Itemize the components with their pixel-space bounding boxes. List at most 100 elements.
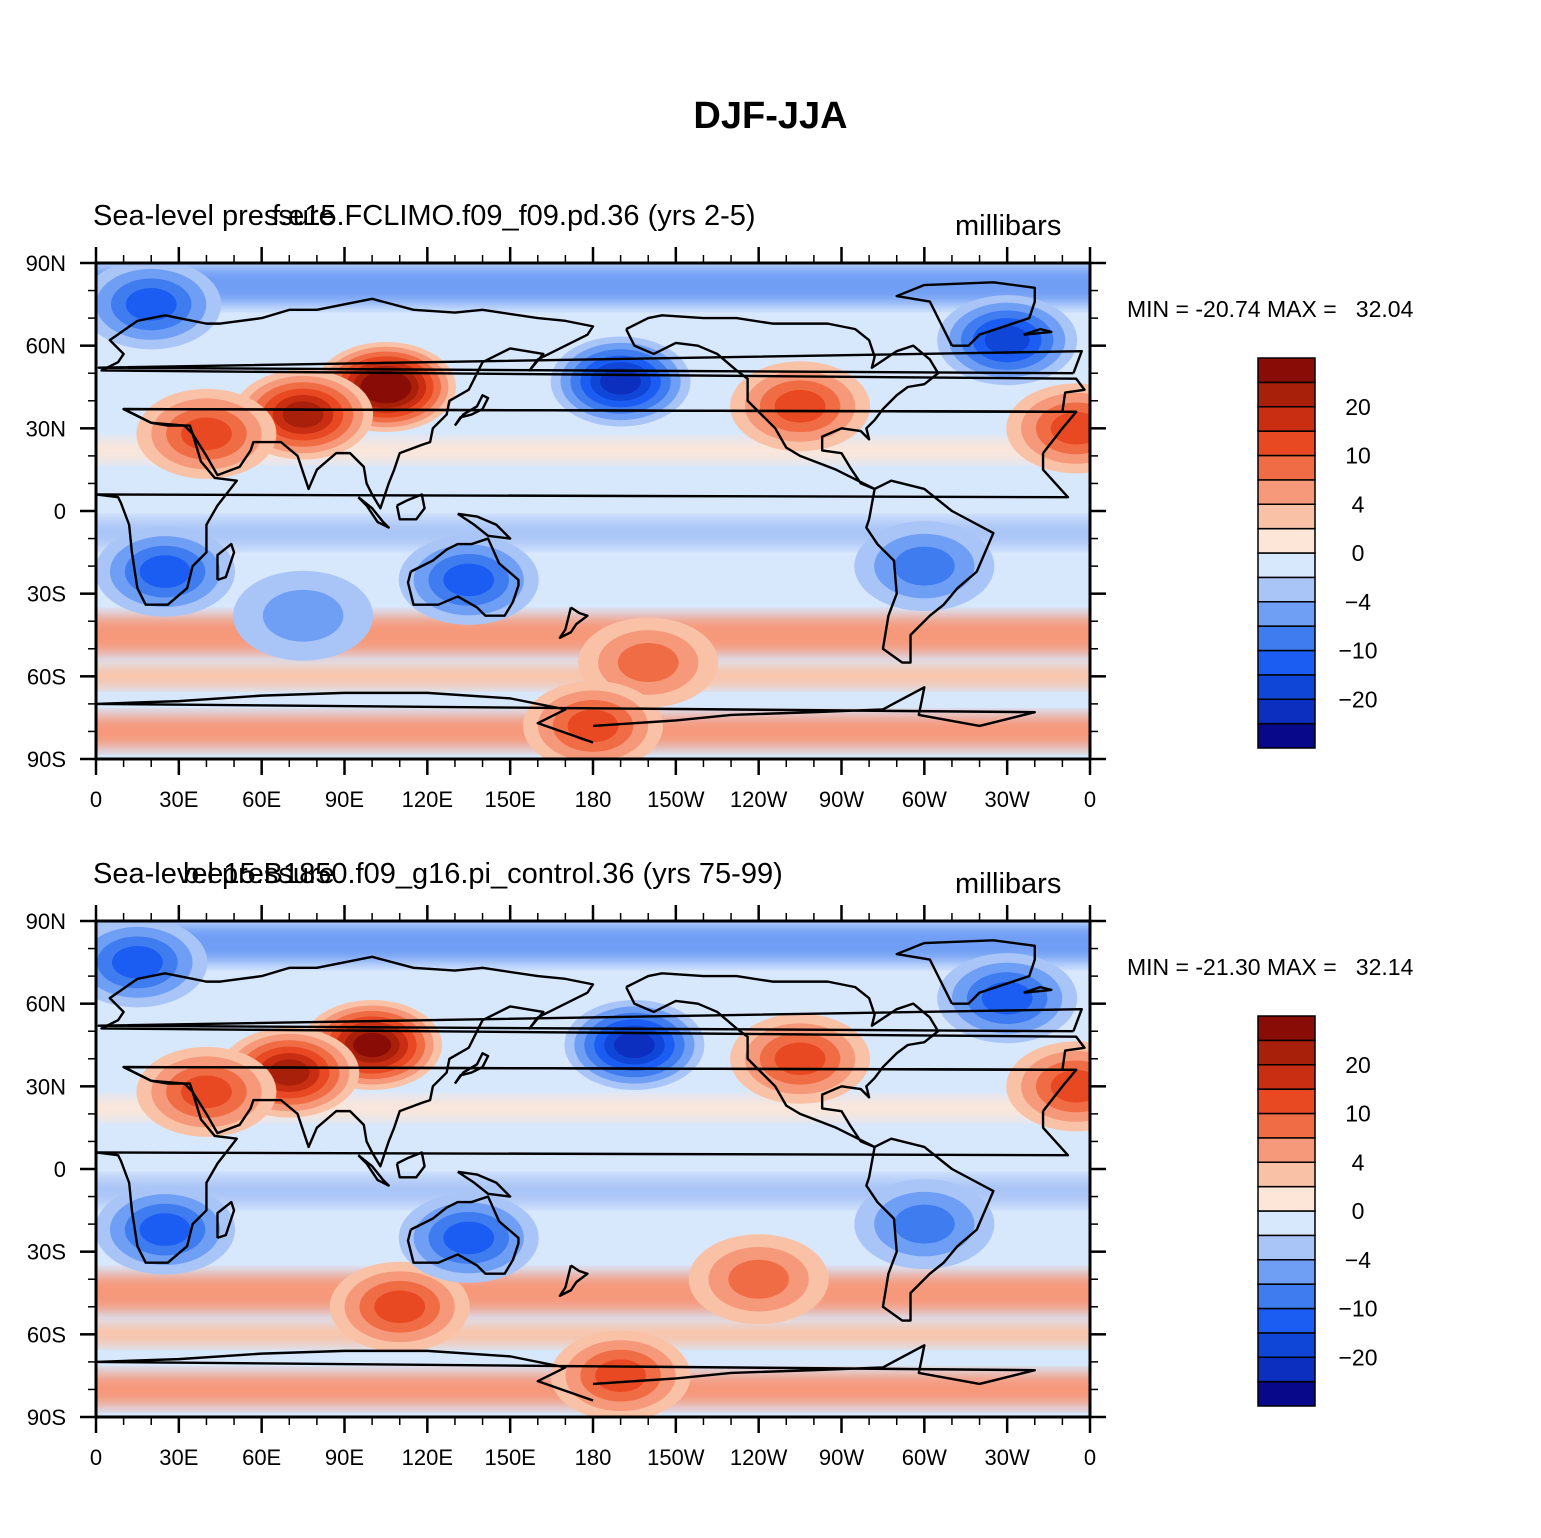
colorbar-label: 10 [1345,1101,1371,1127]
subtitle-center: b.e15.B1850.f09_g16.pi_control.36 (yrs 7… [183,858,783,890]
contour-fill [774,389,826,423]
colorbar-label: −20 [1338,1344,1377,1370]
map-top: 90N 60N 30N 0 30S 60S 90S 0 30E 60E 90E 120E 150E 180… [26,247,1378,812]
x-tick-label: 150E [484,1445,535,1470]
colorbar-swatch [1257,1380,1316,1407]
colorbar-label: −4 [1345,589,1371,615]
contour-fill [443,563,495,597]
y-tick-label: 0 [54,499,66,524]
contour-fill [984,325,1030,355]
contour-fill [181,1075,232,1109]
coastline [625,314,940,491]
colorbar-swatch [1257,1137,1316,1163]
x-tick-label: 0 [90,787,102,812]
field-belt [96,1097,1090,1120]
colorbar-swatch [1257,698,1316,725]
x-tick-label: 0 [90,1445,102,1470]
x-tick-label: 30W [985,787,1030,812]
contour-fill [139,555,191,588]
x-tick-label: 180 [575,1445,612,1470]
coastlines [96,281,1086,744]
pressure-center [550,336,691,427]
pressure-center [96,526,236,617]
pressure-center [233,369,374,460]
min-max-label: MIN = -20.74 MAX = 32.04 [1127,296,1414,322]
x-tick-label: 90E [325,1445,364,1470]
x-tick-label: 90W [819,1445,864,1470]
contour-fill [282,401,324,428]
units-label: millibars [955,868,1062,900]
pressure-center [329,1261,470,1352]
x-tick-label: 90W [819,787,864,812]
x-tick-label: 60E [242,1445,281,1470]
coastline [895,939,1036,1005]
colorbar-label: 20 [1345,1052,1371,1078]
x-tick-label: 150W [647,1445,705,1470]
colorbar-swatch [1257,1259,1316,1285]
coastline [453,1052,490,1085]
coastline [558,1264,589,1297]
coastline [216,1200,236,1240]
y-tick-label: 90S [27,1405,66,1430]
pressure-center [398,1192,539,1283]
pressure-center [219,1027,360,1118]
colorbar-swatch [1257,527,1316,554]
field-belt [96,265,1090,305]
colorbar-swatch [1257,1088,1316,1115]
coastlines [96,939,1086,1402]
colorbar-swatch [1257,454,1316,481]
colorbar-label: 0 [1352,540,1365,566]
pressure-center [398,534,539,625]
contour-fill [367,375,404,399]
colorbar-label: 4 [1352,491,1365,517]
contour-fill [774,1042,826,1076]
contour-fill [268,1059,310,1086]
field-belt [96,1273,1090,1313]
coastline [96,1065,1078,1264]
colorbar-swatch [1257,1185,1316,1212]
y-tick-label: 30S [27,1240,66,1265]
pressure-center [233,570,374,661]
y-tick-label: 90N [26,251,66,276]
x-tick-label: 30E [159,787,198,812]
coastline [100,955,1086,1168]
coastline [895,281,1036,347]
colorbar-swatch [1257,1039,1316,1066]
colorbar-swatch [1257,1307,1316,1334]
x-tick-label: 60E [242,787,281,812]
y-tick-label: 60N [26,992,66,1017]
colorbar-swatch [1257,1064,1316,1090]
contour-fill [374,1290,426,1324]
contour-fill [600,368,642,395]
y-tick-label: 60S [27,1322,66,1347]
x-tick-label: 180 [575,787,612,812]
pressure-center [136,1046,277,1137]
x-tick-label: 150W [647,787,705,812]
x-tick-label: 120E [402,1445,453,1470]
pressure-center [1006,1041,1090,1132]
x-tick-label: 90E [325,787,364,812]
y-tick-label: 90S [27,747,66,772]
pressure-center [937,953,1078,1044]
contour-fill [112,946,163,979]
x-tick-label: 120W [730,1445,788,1470]
panel-top: Sea-level pressure f.e15.FCLIMO.f09_f09.… [0,200,1541,860]
pressure-center [854,521,995,612]
coastline [96,686,1036,744]
contour-fill [443,1221,495,1255]
contour-fill [262,589,344,642]
contour-fill [728,1259,790,1299]
x-tick-label: 0 [1084,787,1096,812]
y-tick-label: 30N [26,1074,66,1099]
pressure-center [854,1179,995,1270]
pressure-center [564,1000,705,1090]
pressure-center [136,388,277,479]
contour-fill [981,981,1033,1015]
colorbar-label: 0 [1352,1198,1365,1224]
coastline [357,496,390,529]
colorbar-swatch [1257,552,1316,579]
contour-fill [617,643,679,683]
panel-bottom: Sea-level pressure b.e15.B1850.f09_g16.p… [0,858,1541,1518]
coastline [395,493,426,521]
y-tick-label: 30S [27,582,66,607]
